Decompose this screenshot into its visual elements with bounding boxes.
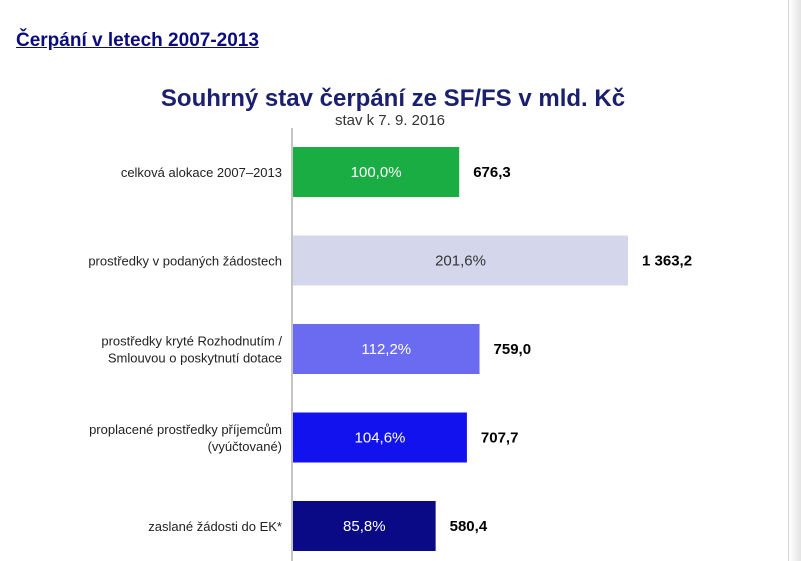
category-label: celková alokace 2007–2013 [121,165,282,180]
bar-value-label: 580,4 [450,518,488,535]
category-label: prostředky v podaných žádostech [88,254,282,269]
bar-value-label: 676,3 [473,164,511,181]
bar-value-label: 759,0 [494,341,532,358]
bar-percent-label: 104,6% [355,430,406,447]
category-label: zaslané žádosti do EK* [148,519,282,534]
chart-subtitle: stav k 7. 9. 2016 [334,112,446,129]
section-link[interactable]: Čerpání v letech 2007-2013 [16,30,259,51]
bar-percent-label: 85,8% [343,518,386,535]
chart-title: Souhrný stav čerpání ze SF/FS v mld. Kč [160,85,626,112]
bar-value-label: 1 363,2 [642,253,692,270]
bar [293,412,467,463]
bar-percent-label: 100,0% [351,164,402,181]
bar [293,501,436,551]
bar [293,235,628,286]
bar-percent-label: 201,6% [435,253,486,270]
category-label: prostředky kryté Rozhodnutím / Smlouvou o… [101,334,282,366]
bar [293,147,460,197]
bar [293,324,480,374]
bar-value-label: 707,7 [481,430,519,447]
bar-percent-label: 112,2% [361,341,411,358]
category-label: proplacené prostředky příjemcům (vyúčtova… [89,422,282,454]
window-edge [788,0,801,561]
